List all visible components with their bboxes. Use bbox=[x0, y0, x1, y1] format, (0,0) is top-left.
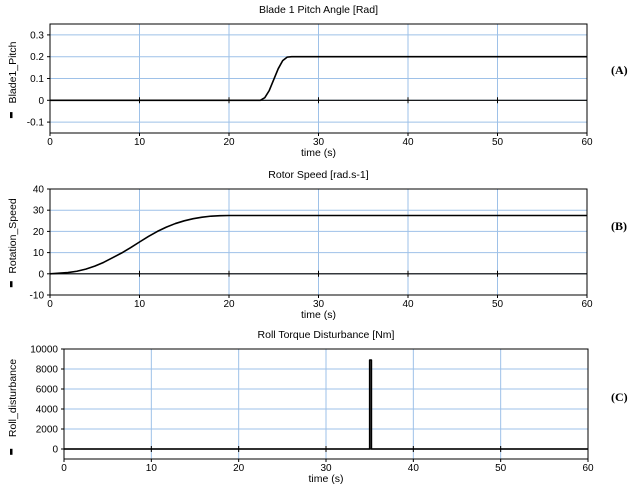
y-tick-label: 0 bbox=[38, 269, 44, 280]
series-line-1 bbox=[49, 214, 587, 275]
x-tick-label: 10 bbox=[146, 463, 158, 474]
y-tick-label: 0.3 bbox=[30, 30, 44, 41]
y-tick-label: 6000 bbox=[36, 385, 59, 396]
chart-title: Blade 1 Pitch Angle [Rad] bbox=[259, 4, 378, 16]
x-tick-label: 60 bbox=[581, 299, 593, 310]
x-tick-label: 40 bbox=[408, 463, 420, 474]
y-tick-label: 2000 bbox=[36, 425, 59, 436]
x-tick-label: 0 bbox=[61, 463, 67, 474]
x-tick-label: 40 bbox=[402, 137, 414, 148]
x-tick-label: 0 bbox=[47, 299, 53, 310]
y-tick-label: 0.1 bbox=[30, 74, 44, 85]
y-tick-label: 10000 bbox=[30, 345, 58, 356]
series-line-1 bbox=[64, 359, 588, 450]
panel-label: (B) bbox=[611, 219, 627, 233]
x-tick-label: 50 bbox=[495, 463, 507, 474]
x-tick-label: 20 bbox=[223, 137, 235, 148]
y-tick-label: 0 bbox=[52, 445, 58, 456]
y-tick-label: 0.2 bbox=[30, 52, 44, 63]
x-tick-label: 60 bbox=[582, 463, 594, 474]
x-tick-label: 50 bbox=[492, 299, 504, 310]
x-tick-label: 20 bbox=[233, 463, 245, 474]
chart-title: Rotor Speed [rad.s-1] bbox=[268, 169, 368, 181]
y-tick-label: 30 bbox=[33, 206, 45, 217]
x-tick-label: 30 bbox=[313, 137, 325, 148]
x-tick-label: 10 bbox=[134, 137, 146, 148]
chart-panel-3: 0 10 20 30 40 50 60 0 2000 4000 6000 8000 10000 Roll … bbox=[7, 329, 628, 485]
legend-marker bbox=[10, 112, 13, 119]
x-tick-label: 30 bbox=[320, 463, 332, 474]
x-tick-label: 0 bbox=[47, 137, 53, 148]
y-tick-label: -0.1 bbox=[27, 118, 45, 129]
x-tick-label: 30 bbox=[313, 299, 325, 310]
x-tick-label: 40 bbox=[402, 299, 414, 310]
x-axis-label: time (s) bbox=[309, 473, 344, 485]
legend-marker bbox=[10, 281, 13, 288]
y-tick-label: 20 bbox=[33, 227, 45, 238]
y-axis-label: Blade1_Pitch bbox=[7, 41, 19, 103]
y-tick-label: 10 bbox=[33, 248, 45, 259]
y-tick-label: 8000 bbox=[36, 365, 59, 376]
x-tick-label: 50 bbox=[492, 137, 504, 148]
y-tick-label: 40 bbox=[33, 185, 45, 196]
panel-label: (C) bbox=[611, 390, 628, 404]
legend-marker bbox=[10, 448, 13, 455]
y-tick-label: -10 bbox=[30, 291, 45, 302]
y-tick-label: 0 bbox=[38, 96, 44, 107]
panel-label: (A) bbox=[611, 63, 628, 77]
x-tick-label: 10 bbox=[134, 299, 146, 310]
series-line-1 bbox=[50, 55, 587, 102]
x-axis-label: time (s) bbox=[301, 147, 336, 159]
y-axis-label: Rotation_Speed bbox=[7, 198, 19, 273]
y-tick-label: 4000 bbox=[36, 405, 59, 416]
x-tick-label: 60 bbox=[581, 137, 593, 148]
y-axis-label: Roll_disturbance bbox=[7, 359, 19, 437]
x-tick-label: 20 bbox=[223, 299, 235, 310]
x-axis-label: time (s) bbox=[301, 309, 336, 321]
chart-title: Roll Torque Disturbance [Nm] bbox=[258, 329, 395, 341]
